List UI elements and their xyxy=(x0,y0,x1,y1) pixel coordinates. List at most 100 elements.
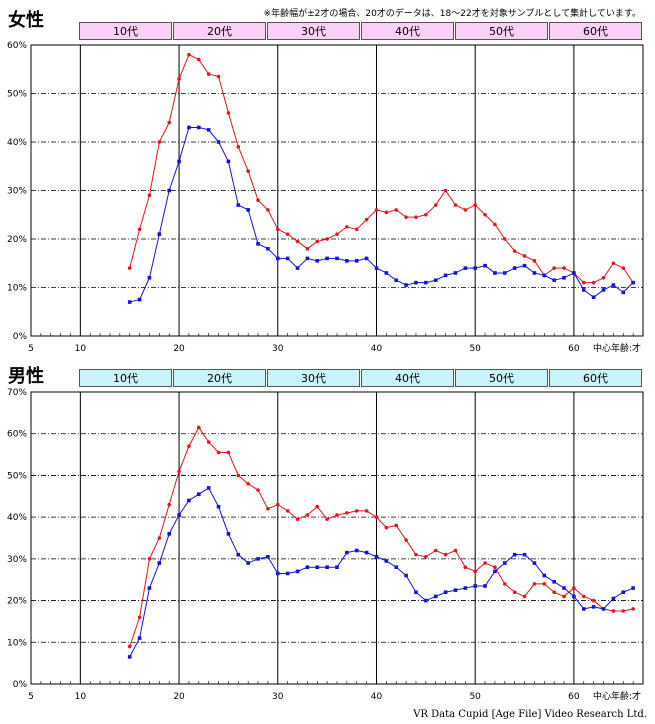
male-point-blue xyxy=(503,561,507,565)
source-credit: VR Data Cupid [Age File] Video Research … xyxy=(413,709,647,720)
male-point-blue xyxy=(187,498,191,503)
female-point-blue xyxy=(206,128,211,132)
female-point-blue xyxy=(572,271,576,275)
female-point-blue xyxy=(542,273,547,278)
female-point-blue xyxy=(187,125,191,130)
male-point-red xyxy=(453,548,458,553)
female-point-red xyxy=(147,193,152,198)
male-point-blue xyxy=(315,565,320,569)
male-point-blue xyxy=(305,565,310,569)
male-point-red xyxy=(305,513,310,517)
male-point-blue xyxy=(572,594,576,599)
female-point-red xyxy=(473,203,477,207)
male-point-blue xyxy=(384,559,389,563)
female-point-blue xyxy=(414,280,418,285)
male-point-blue xyxy=(167,532,171,536)
female-point-blue xyxy=(325,256,329,261)
male-point-blue xyxy=(601,607,606,611)
male-point-red xyxy=(562,594,566,599)
female-series-line-red xyxy=(129,54,634,284)
female-point-blue xyxy=(522,263,527,268)
female-decade-20s: 20代 xyxy=(173,22,266,40)
male-point-blue xyxy=(285,571,290,576)
male-point-red xyxy=(226,450,231,455)
female-decade-30s: 30代 xyxy=(267,22,360,40)
male-plot-frame xyxy=(30,391,644,685)
male-point-blue xyxy=(354,548,359,553)
female-point-red xyxy=(581,280,586,285)
female-point-blue xyxy=(384,271,389,275)
female-point-red xyxy=(216,74,221,79)
male-point-red xyxy=(621,609,626,613)
female-line-chart: 0% 10% 20% 30% 40% 50% 60% 5 10 20 30 40 50 60 中心年齢:才 xyxy=(7,41,644,354)
female-point-blue xyxy=(246,208,250,212)
female-point-red xyxy=(315,239,320,244)
male-point-blue xyxy=(414,590,418,595)
female-point-blue xyxy=(404,283,408,287)
female-x-tick-label: 40 xyxy=(371,344,383,354)
male-point-red xyxy=(295,517,300,522)
female-point-red xyxy=(137,227,142,232)
female-point-red xyxy=(552,266,556,270)
male-point-blue xyxy=(433,594,438,599)
female-point-blue xyxy=(335,256,339,261)
male-point-red xyxy=(206,440,211,444)
male-point-blue xyxy=(226,532,231,536)
male-point-red xyxy=(246,481,250,486)
female-point-red xyxy=(157,140,162,144)
female-x-tick-label: 5 xyxy=(28,344,34,354)
male-x-tick-label: 30 xyxy=(272,692,284,702)
female-point-blue xyxy=(394,278,399,283)
female-point-red xyxy=(414,215,418,219)
female-y-tick-label: 60% xyxy=(7,41,27,51)
male-point-red xyxy=(503,582,507,586)
female-point-blue xyxy=(226,159,231,164)
female-point-red xyxy=(177,77,181,81)
male-point-red xyxy=(433,548,438,553)
male-point-red xyxy=(266,507,270,511)
female-point-red xyxy=(275,227,280,232)
female-point-red xyxy=(601,276,606,280)
male-series-line-blue xyxy=(129,487,634,658)
male-point-blue xyxy=(374,554,379,559)
male-point-red xyxy=(197,425,201,430)
female-point-red xyxy=(354,227,359,232)
female-point-blue xyxy=(601,288,606,292)
male-point-red xyxy=(404,538,408,542)
female-point-blue xyxy=(177,159,181,164)
male-x-axis-label: 中心年齢:才 xyxy=(593,690,641,702)
female-point-red xyxy=(256,198,260,202)
female-point-blue xyxy=(453,271,458,275)
male-point-blue xyxy=(364,550,369,555)
female-point-red xyxy=(443,188,448,193)
female-point-blue xyxy=(285,256,290,261)
female-y-tick-label: 10% xyxy=(7,284,27,294)
female-point-red xyxy=(266,208,270,212)
female-point-blue xyxy=(127,300,132,304)
male-point-blue xyxy=(424,598,428,603)
male-point-red xyxy=(137,615,142,620)
female-point-red xyxy=(197,57,201,62)
female-x-tick-label: 10 xyxy=(75,344,87,354)
male-point-red xyxy=(187,444,191,449)
male-point-red xyxy=(532,582,537,586)
male-decade-30s: 30代 xyxy=(267,369,360,387)
male-point-blue xyxy=(493,569,497,574)
female-point-blue xyxy=(532,271,537,275)
male-point-red xyxy=(493,565,497,569)
male-point-blue xyxy=(631,586,635,590)
female-point-blue xyxy=(354,259,359,263)
female-point-red xyxy=(463,208,468,212)
female-point-blue xyxy=(295,266,300,270)
male-point-blue xyxy=(147,586,152,590)
female-point-red xyxy=(325,237,329,241)
male-point-blue xyxy=(266,554,270,559)
male-point-red xyxy=(374,515,379,519)
male-point-blue xyxy=(325,565,329,569)
male-point-blue xyxy=(137,636,142,640)
female-x-tick-label: 60 xyxy=(568,344,580,354)
female-point-blue xyxy=(275,256,280,261)
male-point-blue xyxy=(394,565,399,569)
male-point-red xyxy=(572,586,576,590)
